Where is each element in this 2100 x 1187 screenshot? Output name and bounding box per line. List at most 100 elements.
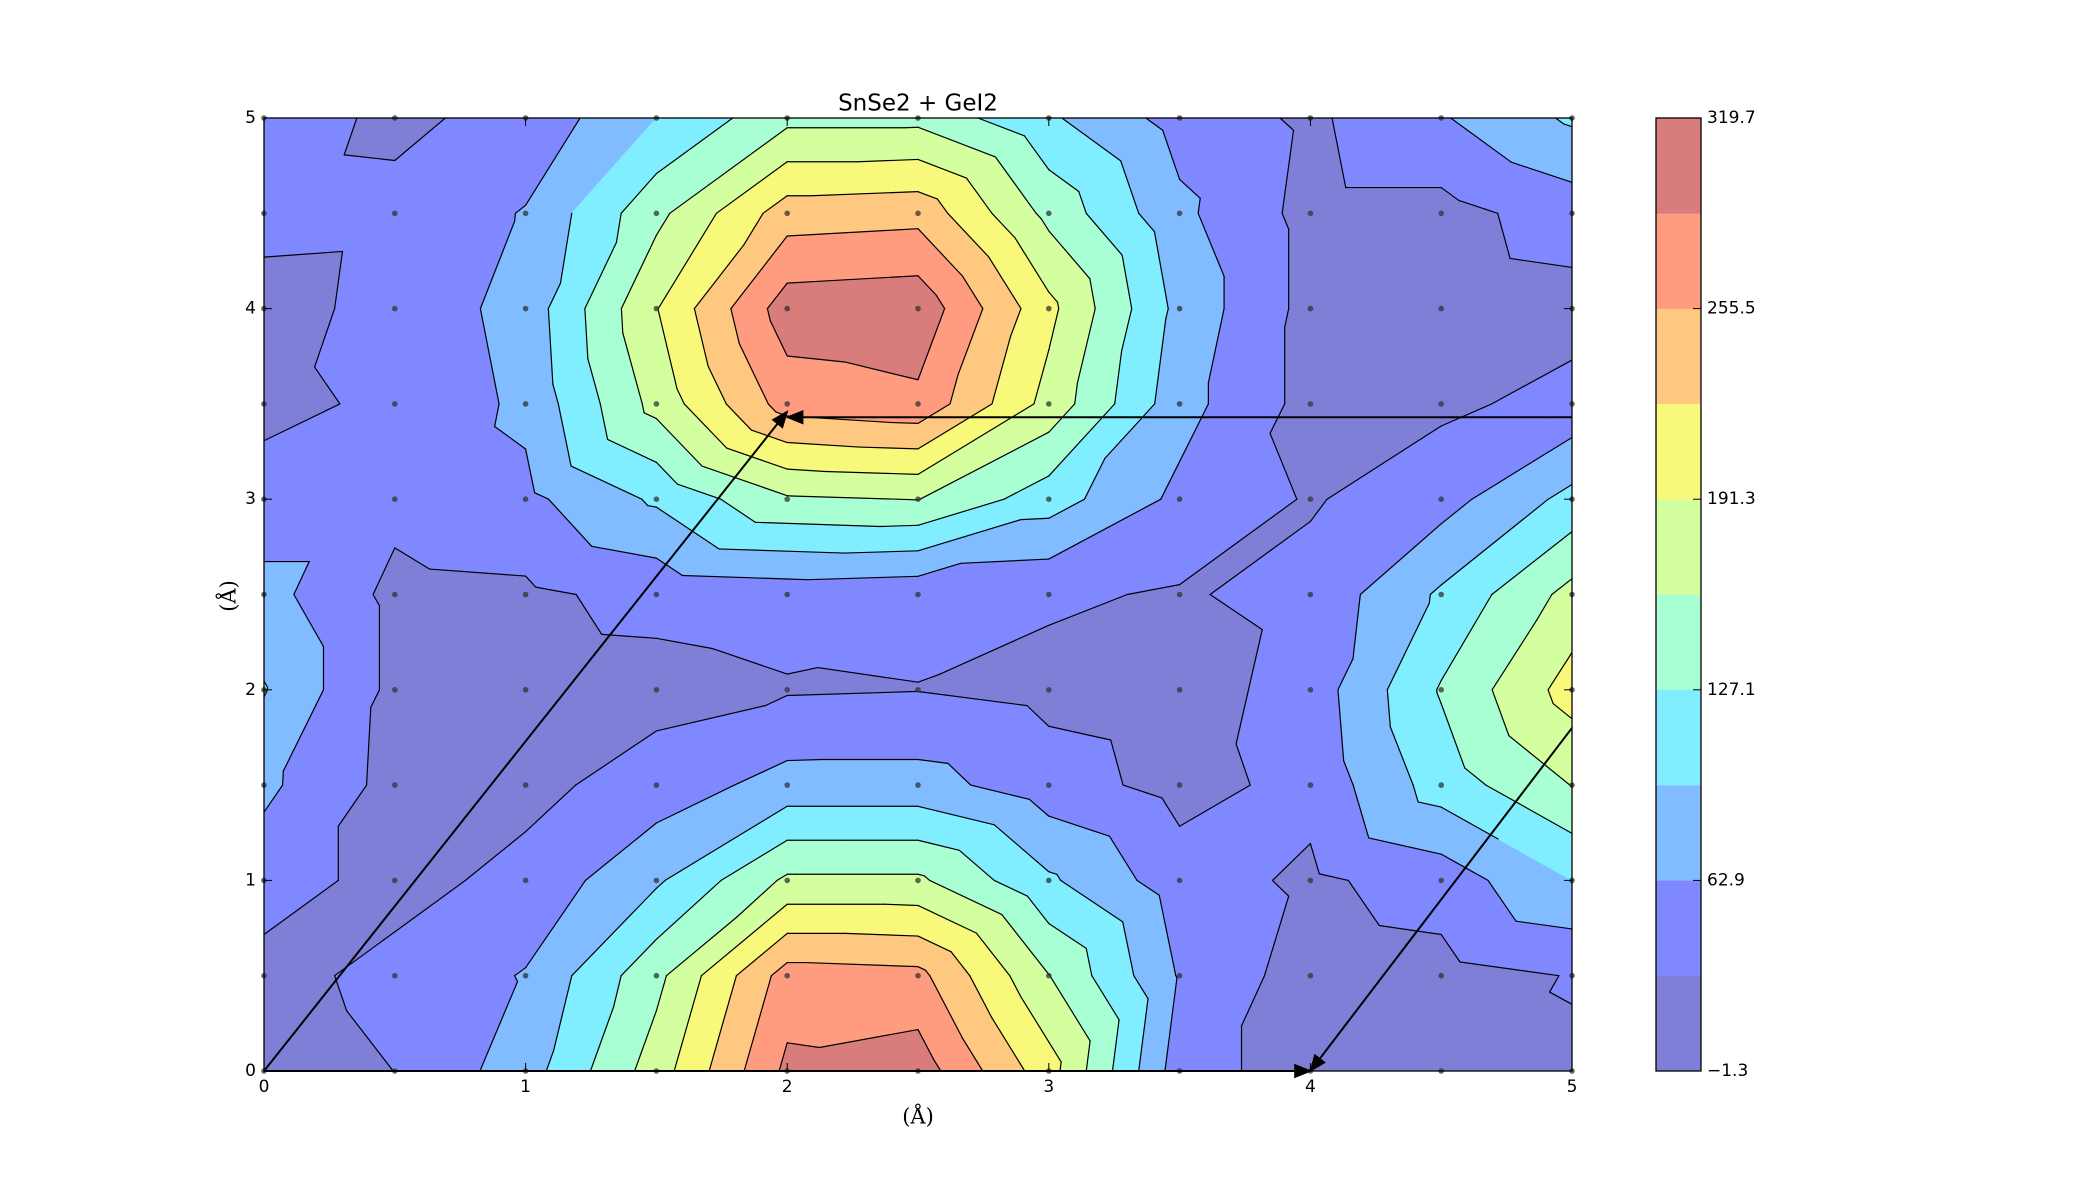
contour-line xyxy=(1389,726,1414,786)
contour-line xyxy=(993,879,1028,897)
contour-line xyxy=(676,388,685,405)
contour-line xyxy=(587,357,601,405)
contour-line xyxy=(917,935,952,953)
contour-line xyxy=(678,975,703,1056)
contour-line xyxy=(917,403,951,424)
arrow xyxy=(1309,727,1573,1073)
contour-line xyxy=(1440,703,1466,769)
contour-line xyxy=(1386,689,1391,728)
sample-point xyxy=(392,591,398,598)
contour-line xyxy=(1048,1041,1062,1063)
contour-line xyxy=(924,969,931,977)
contour-line xyxy=(1281,129,1295,214)
contour-line xyxy=(524,575,537,588)
sample-point xyxy=(392,305,398,312)
contour-line xyxy=(1563,123,1573,128)
contour-line xyxy=(1491,359,1573,405)
plot-frame xyxy=(263,117,1573,1072)
x-tick-label: 1 xyxy=(520,1077,531,1097)
contour-line xyxy=(977,117,1025,137)
contour-line xyxy=(1533,811,1573,834)
contour-line xyxy=(1162,129,1181,181)
contour-line xyxy=(1440,498,1549,586)
contour-line xyxy=(1089,278,1096,310)
contour-line xyxy=(1178,403,1209,463)
contour-line xyxy=(991,335,1012,405)
sample-point xyxy=(522,305,529,312)
contour-line xyxy=(655,461,678,485)
contour-line xyxy=(1033,349,1050,405)
sample-point xyxy=(1176,687,1183,693)
contour-line xyxy=(655,637,714,650)
sample-point xyxy=(784,877,790,884)
contour-line xyxy=(1547,483,1573,500)
contour-line xyxy=(1491,531,1573,596)
contour-line xyxy=(738,342,769,405)
contour-line xyxy=(735,932,788,977)
contour-line xyxy=(935,294,946,310)
colorbar-tick-label: −1.3 xyxy=(1707,1061,1748,1081)
contour-line xyxy=(1378,924,1442,936)
contour-line xyxy=(917,403,993,450)
contour-line xyxy=(896,498,918,501)
y-tick-label: 3 xyxy=(245,489,256,509)
contour-line xyxy=(370,689,381,708)
sample-point xyxy=(1046,210,1052,217)
contour-line xyxy=(669,127,788,214)
contour-line xyxy=(1235,743,1251,786)
colorbar-band xyxy=(1655,594,1702,691)
sample-point xyxy=(522,782,529,788)
contour-line xyxy=(1240,975,1266,1027)
contour-line xyxy=(1154,318,1167,405)
contour-line xyxy=(1551,578,1573,596)
contour-line xyxy=(947,212,990,258)
contour-line xyxy=(665,916,738,977)
contour-line xyxy=(1048,403,1116,477)
contour-line xyxy=(524,117,581,206)
contour-line xyxy=(766,282,788,310)
contour-line xyxy=(790,495,898,500)
contour-line xyxy=(1061,117,1122,162)
sample-point xyxy=(1438,687,1444,693)
contour-line xyxy=(1074,382,1079,405)
sample-point xyxy=(522,496,529,503)
contour-line xyxy=(1165,308,1169,320)
contour-line xyxy=(1056,873,1062,882)
contour-line xyxy=(545,1049,555,1072)
sample-point xyxy=(1307,782,1314,788)
contour-line xyxy=(1326,425,1442,500)
contour-line xyxy=(607,438,658,463)
colorbar-tick-label: 62.9 xyxy=(1707,870,1745,890)
contour-line xyxy=(655,784,736,824)
sample-point xyxy=(1307,687,1314,693)
contour-line xyxy=(1197,212,1225,277)
sample-point xyxy=(522,210,529,217)
contour-line xyxy=(879,524,919,528)
contour-line xyxy=(708,1021,724,1072)
contour-line xyxy=(655,704,767,732)
colorbar-tick-label: 255.5 xyxy=(1707,299,1756,319)
colorbar-band xyxy=(1655,880,1702,976)
contour-band xyxy=(785,873,919,881)
contour-line xyxy=(1104,403,1156,459)
sample-point xyxy=(1176,496,1183,503)
contour-line xyxy=(933,1058,942,1072)
contour-line xyxy=(334,975,348,1012)
contour-line xyxy=(313,366,341,405)
contour-line xyxy=(1197,197,1201,214)
sample-point xyxy=(392,687,398,693)
contour-line xyxy=(1440,593,1493,682)
contour-line xyxy=(643,412,658,420)
x-tick-label: 2 xyxy=(782,1077,793,1097)
contour-line xyxy=(673,1054,680,1072)
sample-point xyxy=(915,496,921,503)
contour-line xyxy=(1048,815,1111,837)
contour-line xyxy=(372,593,381,607)
contour-line xyxy=(693,308,709,367)
contour-line xyxy=(1347,879,1380,927)
colorbar-band xyxy=(1655,498,1702,595)
sample-point xyxy=(784,305,790,312)
contour-line xyxy=(894,228,919,231)
contour-line xyxy=(817,666,919,683)
